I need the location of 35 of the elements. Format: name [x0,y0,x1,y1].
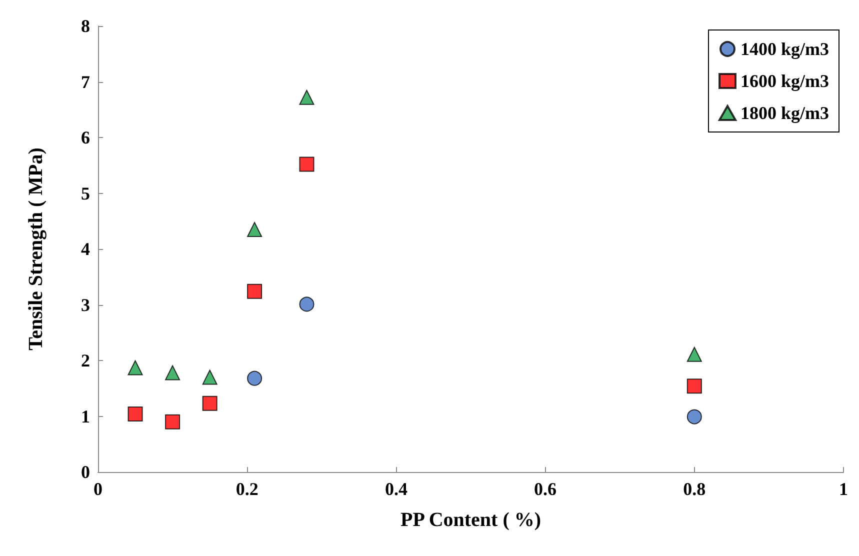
point [247,370,262,386]
point [686,346,702,362]
legend-label: 1600 kg/m3 [740,71,830,91]
x-axis-title: PP Content ( %) [400,509,542,531]
y-tick-label: 1 [81,406,90,426]
point [247,222,262,237]
x-tick-label: 0.8 [683,479,706,499]
point [202,396,218,411]
x-tick-label: 0.6 [534,479,557,499]
point [686,409,702,424]
point [299,296,314,312]
point [299,90,314,105]
y-tick-label: 3 [81,294,90,315]
point [247,284,262,299]
y-tick-label: 6 [81,128,90,148]
point [128,406,143,422]
y-tick-label: 8 [81,16,90,36]
legend-label: 1400 kg/m3 [740,39,830,59]
y-axis-title: Tensile Strength ( MPa) [25,148,47,350]
x-tick-label: 0.2 [236,479,258,499]
y-tick-label: 5 [81,183,90,204]
point [299,156,314,172]
point [165,414,180,430]
x-tick-label: 0 [94,479,102,499]
point [165,365,180,380]
point [202,370,218,385]
y-tick-label: 4 [81,239,90,259]
point [686,378,702,394]
legend-label: 1800 kg/m3 [740,103,830,123]
x-tick-label: 1 [839,479,848,499]
y-tick-label: 2 [81,350,90,370]
y-tick-label: 0 [81,462,90,482]
point [128,360,143,376]
x-tick-label: 0.4 [384,479,408,499]
y-tick-label: 7 [81,72,90,92]
